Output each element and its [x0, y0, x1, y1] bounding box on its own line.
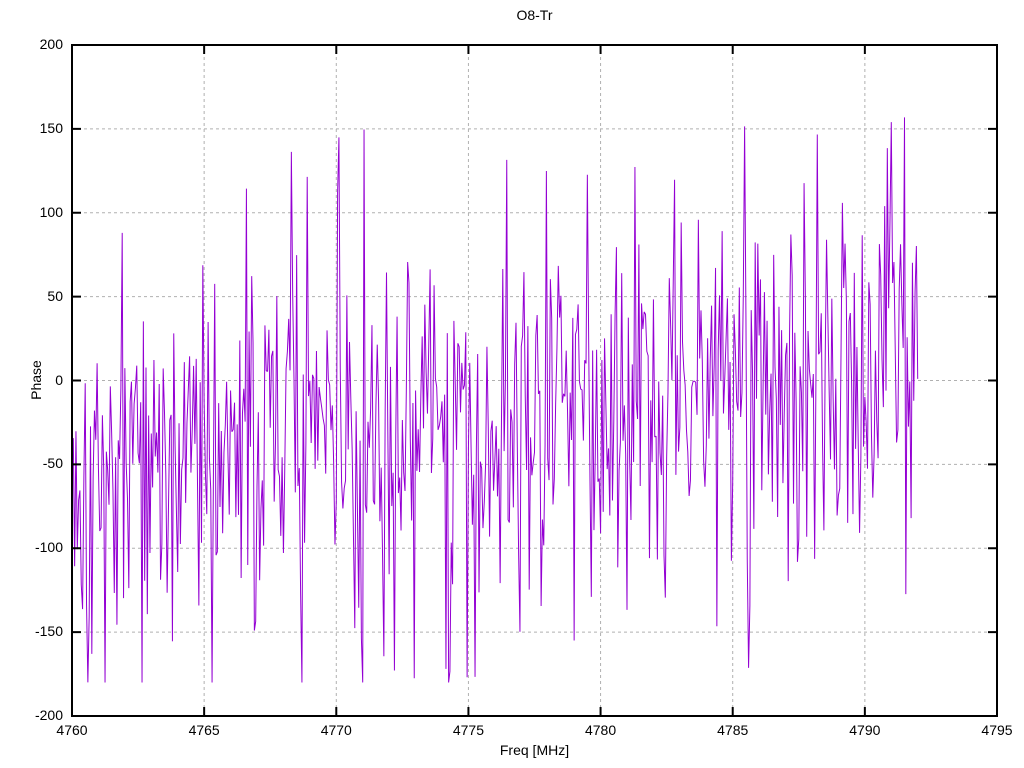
- y-tick-label: 150: [39, 119, 63, 136]
- y-tick-label: 100: [39, 203, 63, 220]
- plot-border: [71, 44, 998, 717]
- x-tick-label: 4760: [56, 722, 88, 738]
- x-tick-label: 4770: [320, 722, 352, 738]
- y-tick-label: 0: [55, 371, 63, 388]
- y-tick-label: 50: [47, 287, 63, 304]
- y-tick-label: 200: [39, 36, 63, 52]
- x-axis-label: Freq [MHz]: [499, 742, 570, 758]
- x-tick-label: 4785: [717, 722, 749, 738]
- y-tick-label: -150: [34, 623, 63, 640]
- x-tick-label: 4775: [452, 722, 484, 738]
- x-tick-label: 4790: [849, 722, 881, 738]
- series-line-o8-tr: [71, 117, 919, 683]
- grid: [71, 44, 998, 717]
- y-tick-label: -200: [34, 707, 63, 723]
- x-tick-label: 4765: [188, 722, 220, 738]
- y-tick-label: -100: [34, 539, 63, 556]
- x-tick-label: 4795: [981, 722, 1013, 738]
- x-tick-label: 4780: [584, 722, 617, 738]
- y-tick-label: -50: [42, 455, 63, 472]
- chart-title: O8-Tr: [516, 7, 553, 23]
